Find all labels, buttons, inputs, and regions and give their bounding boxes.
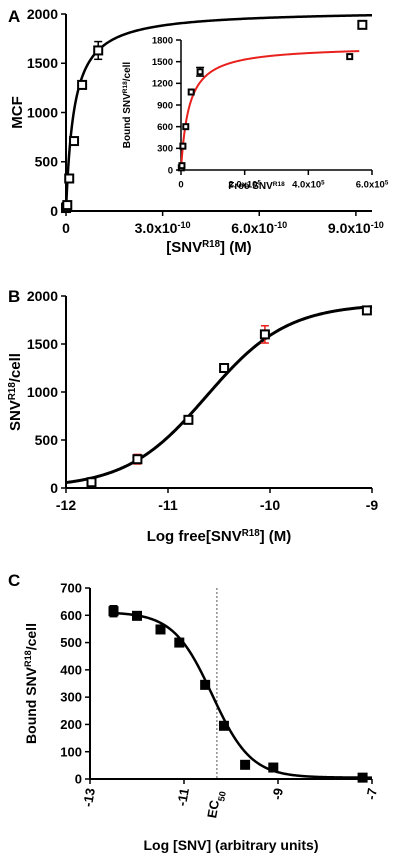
x-axis-label: Free SNVR18 (228, 181, 285, 193)
y-axis-label: MCF (9, 96, 26, 129)
x-tick-label: 0 (178, 180, 183, 191)
fit-curve (64, 13, 373, 212)
y-tick-label: 300 (60, 690, 82, 705)
x-tick-label: -10 (260, 497, 280, 513)
data-point (64, 173, 75, 184)
x-tick-label: 0 (62, 220, 70, 236)
y-axis-label: Bound SNVR18/cell (23, 623, 39, 744)
x-tick-label: -13 (80, 787, 98, 808)
x-axis-label: [SNVR18] (M) (166, 239, 251, 257)
data-point (218, 720, 229, 731)
y-tick-label: 1000 (27, 104, 58, 120)
inset-chart: 0 300 600 900 1200 1500 1800 0 2.0x105 4.0x105 6.0… (122, 35, 389, 192)
fit-curve (65, 305, 373, 485)
y-tick-label: 0 (75, 772, 82, 787)
data-point (62, 200, 73, 211)
data-point (132, 610, 142, 621)
data-point (357, 19, 368, 30)
x-tick-label: 3.0x10-10 (135, 220, 191, 236)
y-tick-label: 200 (60, 717, 82, 732)
y-tick-label: 1800 (152, 35, 173, 46)
data-point (183, 414, 194, 425)
y-tick-label: 1500 (27, 55, 58, 71)
y-tick-label: 700 (60, 581, 82, 596)
inset-data-point (182, 123, 190, 131)
data-point (93, 45, 104, 56)
data-point (361, 305, 372, 316)
y-tick-label: 400 (60, 662, 82, 677)
x-tick-label: 6.0x10-10 (231, 220, 287, 236)
inset-data-point (346, 53, 354, 61)
inset-data-point (179, 142, 187, 150)
data-point (155, 624, 166, 635)
y-tick-label: 900 (157, 100, 173, 111)
panel-c: C 0 100 200 300 400 500 600 700 -13 -11 -9 -7 Log [SN… (8, 571, 380, 853)
x-tick-label: 6.0x105 (356, 179, 389, 191)
data-point (268, 762, 279, 773)
y-tick-label: 300 (157, 144, 173, 155)
y-tick-label: 0 (50, 480, 58, 496)
y-axis-label: Bound SNVR18/cell (122, 62, 134, 149)
y-tick-label: 500 (60, 635, 82, 650)
y-tick-label: 1500 (27, 336, 58, 352)
data-point (240, 759, 251, 770)
y-axis-label: SNVR18/cell (7, 353, 25, 431)
y-tick-label: 0 (168, 165, 173, 176)
data-point (69, 136, 80, 147)
inset-fit-curve (180, 50, 360, 171)
x-tick-label: -9 (269, 787, 286, 801)
y-tick-label: 1000 (27, 384, 58, 400)
data-point (219, 363, 230, 373)
data-point (108, 606, 119, 617)
x-tick-label: -11 (174, 787, 192, 807)
x-tick-label: 4.0x105 (292, 179, 325, 191)
x-tick-label: -7 (363, 787, 380, 801)
x-tick-label: -12 (56, 497, 76, 513)
data-point (357, 772, 368, 783)
x-axis-label: Log free[SNVR18] (M) (147, 528, 292, 546)
y-tick-label: 2000 (27, 6, 58, 22)
y-tick-label: 500 (35, 432, 59, 448)
y-tick-label: 100 (60, 744, 82, 759)
y-tick-label: 0 (50, 203, 58, 219)
x-tick-label: -9 (366, 497, 379, 513)
data-point (200, 679, 211, 690)
data-point (86, 477, 97, 488)
data-point (77, 79, 88, 90)
inset-data-point (178, 162, 186, 170)
data-point (259, 329, 270, 340)
panel-label: C (8, 571, 20, 590)
panel-a: A 0 500 1000 1500 2000 0 3.0x10-10 6.0x10-10 9.0x… (8, 6, 389, 256)
x-tick-label: 9.0x10-10 (328, 220, 384, 236)
data-point (174, 637, 185, 648)
ec50-label: EC50 (204, 789, 228, 820)
panel-label: B (8, 287, 20, 306)
panel-label: A (8, 7, 20, 26)
fit-curve (108, 611, 372, 779)
inset-data-point (187, 88, 195, 96)
inset-data-point (196, 68, 204, 76)
data-point (132, 454, 143, 465)
x-tick-label: -11 (158, 497, 178, 513)
x-tick-label: 2.0x105 (228, 179, 261, 191)
y-tick-label: 1500 (152, 57, 173, 68)
y-tick-label: 500 (35, 154, 59, 170)
y-tick-label: 1200 (152, 79, 173, 90)
panel-b: B 0 500 1000 1500 2000 -12 -11 -10 -9 Log free[SNV… (7, 287, 379, 545)
x-axis-label: Log [SNV] (arbitrary units) (143, 837, 318, 853)
y-tick-label: 600 (157, 122, 173, 133)
y-tick-label: 600 (60, 608, 82, 623)
y-tick-label: 2000 (27, 288, 58, 304)
